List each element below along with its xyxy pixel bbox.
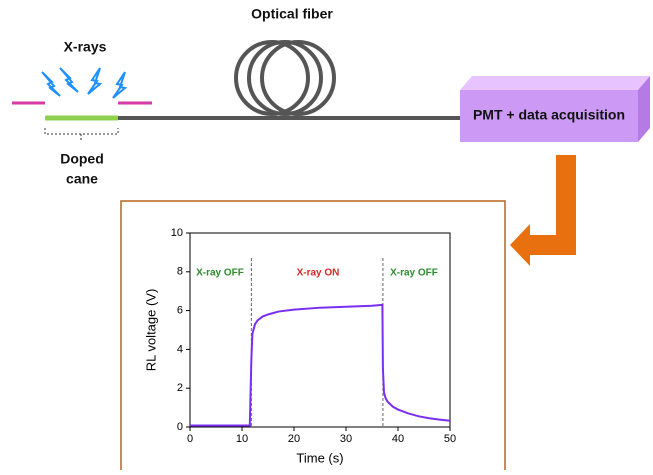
detector-label: PMT + data acquisition [473,107,625,123]
data-line [190,303,451,427]
y-tick-label: 10 [171,227,183,239]
xray-label: X-rays [64,39,107,55]
bracket [44,128,119,140]
phase-label: X-ray OFF [196,268,244,279]
cane-label: cane [66,171,98,187]
y-tick-label: 0 [177,421,183,433]
x-axis-label: Time (s) [296,450,343,465]
plot-frame [189,232,451,428]
y-tick-label: 8 [177,266,183,278]
lightning-icons [41,67,128,99]
fiber-label: Optical fiber [251,6,333,22]
x-tick-label: 50 [444,433,456,445]
x-tick-label: 20 [288,433,300,445]
detector-box [460,76,650,142]
arrow [510,155,576,266]
x-tick-label: 10 [236,433,248,445]
phase-label: X-ray ON [297,268,340,279]
y-tick-label: 6 [177,305,183,317]
y-tick-label: 4 [177,343,183,355]
cane-label: Doped [60,151,104,167]
y-tick-label: 2 [177,382,183,394]
x-tick-label: 40 [392,433,404,445]
x-tick-label: 0 [187,433,193,445]
fiber-coil [234,40,336,116]
phase-label: X-ray OFF [390,268,438,279]
y-axis-label: RL voltage (V) [143,289,158,372]
x-tick-label: 30 [340,433,352,445]
